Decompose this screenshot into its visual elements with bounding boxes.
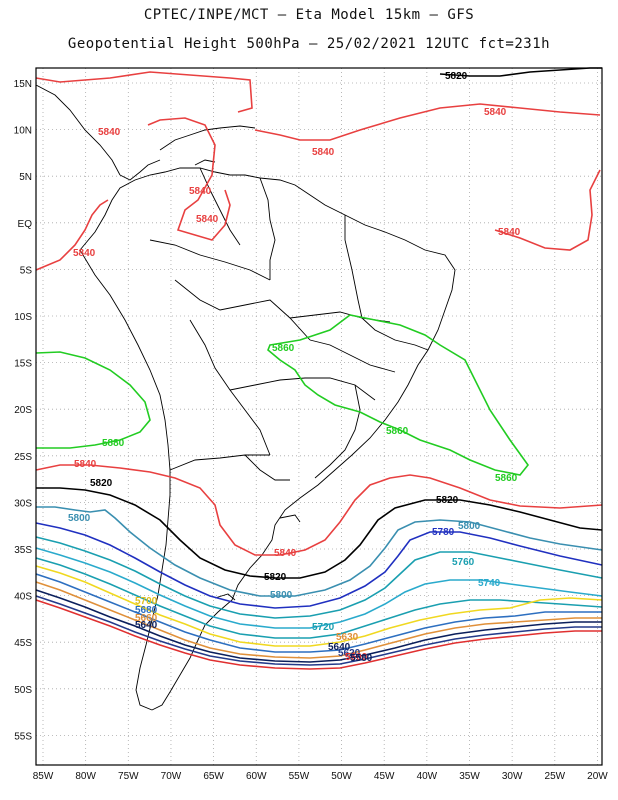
label-5760: 5760 [452, 557, 475, 568]
contour-5780 [35, 522, 603, 609]
lon-tick-label: 60W [246, 771, 267, 782]
latitude-labels: 15N 10N 5N EQ 5S 10S 15S 20S 25S 30S 35S 40S 45S 50S 5… [14, 79, 33, 742]
label-5820-s: 5820 [264, 572, 287, 583]
lat-tick-label: 50S [14, 685, 32, 696]
label-5880: 5880 [102, 438, 125, 449]
label-5640-s: 5640 [328, 642, 351, 653]
lat-tick-label: 15N [14, 79, 32, 90]
contour-5600 [35, 599, 602, 670]
chart-title-line-2: Geopotential Height 500hPa – 25/02/2021 … [67, 36, 551, 52]
contour-5720 [35, 557, 603, 639]
label-5680: 5680 [135, 605, 158, 616]
label-5840-f: 5840 [498, 227, 521, 238]
longitude-labels: 85W 80W 75W 70W 65W 60W 55W 50W 45W 40W 35W 30W 25W 2… [33, 771, 609, 782]
label-5660: 5660 [135, 613, 158, 624]
contour-5820-south [36, 487, 603, 579]
label-5620: 5620 [338, 648, 361, 659]
label-5820-w: 5820 [90, 478, 113, 489]
contour-5660 [35, 581, 602, 659]
label-5740: 5740 [478, 578, 501, 589]
label-5840-b: 5840 [98, 127, 121, 138]
coastline [35, 84, 456, 711]
label-5840-g: 5840 [73, 248, 96, 259]
lat-tick-label: 10S [14, 312, 32, 323]
label-5860-c: 5860 [495, 473, 518, 484]
lon-tick-label: 50W [331, 771, 352, 782]
lat-tick-label: 5S [20, 265, 33, 276]
contour-5840-pacific [35, 199, 109, 271]
contour-5760 [35, 536, 603, 619]
contour-5880-west [35, 351, 151, 449]
label-5630: 5630 [336, 632, 359, 643]
contour-5860-central [267, 314, 530, 476]
label-5840-i: 5840 [274, 548, 297, 559]
label-5640-w: 5640 [135, 620, 158, 631]
lon-tick-label: 55W [289, 771, 310, 782]
lat-tick-label: 40S [14, 592, 32, 603]
lat-tick-label: 45S [14, 638, 32, 649]
label-5780: 5780 [432, 527, 455, 538]
label-5820-e: 5820 [436, 495, 459, 506]
contour-5640 [35, 589, 602, 663]
contour-5840-venezuela [147, 117, 231, 241]
lat-tick-label: EQ [18, 219, 33, 230]
contour-5800 [36, 506, 603, 597]
label-5800-s: 5800 [270, 590, 293, 601]
contour-labels: 5820 5840 5840 5840 5840 5840 5840 5840 … [68, 71, 521, 664]
contour-5840-north [254, 103, 601, 141]
label-5860-b: 5860 [386, 426, 409, 437]
lat-tick-label: 30S [14, 498, 32, 509]
lon-tick-label: 40W [417, 771, 438, 782]
lon-tick-label: 25W [545, 771, 566, 782]
lat-tick-label: 10N [14, 126, 32, 137]
contour-5740 [35, 547, 603, 629]
label-5840-e: 5840 [196, 214, 219, 225]
label-5840-h: 5840 [74, 459, 97, 470]
label-5600: 5600 [345, 652, 368, 663]
lon-tick-label: 20W [587, 771, 608, 782]
label-5800-e: 5800 [458, 521, 481, 532]
contour-lines [35, 67, 603, 670]
map-frame [35, 67, 603, 766]
lon-tick-label: 30W [502, 771, 523, 782]
lat-tick-label: 55S [14, 731, 32, 742]
label-5840-d: 5840 [189, 186, 212, 197]
contour-5700 [35, 565, 603, 647]
label-5800-w: 5800 [68, 513, 91, 524]
contour-5840-east [494, 169, 601, 251]
contour-5840-carib [35, 71, 253, 113]
lon-tick-label: 85W [33, 771, 54, 782]
label-5840-a: 5840 [484, 107, 507, 118]
label-5580: 5580 [350, 653, 373, 664]
label-5820-north: 5820 [445, 71, 468, 82]
lat-tick-label: 15S [14, 359, 32, 370]
chart-title-line-1: CPTEC/INPE/MCT – Eta Model 15km – GFS [143, 7, 475, 23]
lat-tick-label: 20S [14, 405, 32, 416]
label-5840-c: 5840 [312, 147, 335, 158]
label-5720: 5720 [312, 622, 335, 633]
contour-5840-south [35, 464, 603, 556]
lon-tick-label: 45W [374, 771, 395, 782]
lat-tick-label: 25S [14, 452, 32, 463]
lon-tick-label: 65W [203, 771, 224, 782]
label-5700: 5700 [135, 596, 158, 607]
lat-tick-label: 35S [14, 545, 32, 556]
label-5860-a: 5860 [272, 343, 295, 354]
contour-5620 [35, 595, 602, 666]
contour-5680 [35, 573, 602, 653]
lon-tick-label: 75W [118, 771, 139, 782]
lon-tick-label: 70W [161, 771, 182, 782]
lon-tick-label: 80W [75, 771, 96, 782]
graticule [36, 68, 602, 765]
lat-tick-label: 5N [19, 172, 32, 183]
lon-tick-label: 35W [459, 771, 480, 782]
